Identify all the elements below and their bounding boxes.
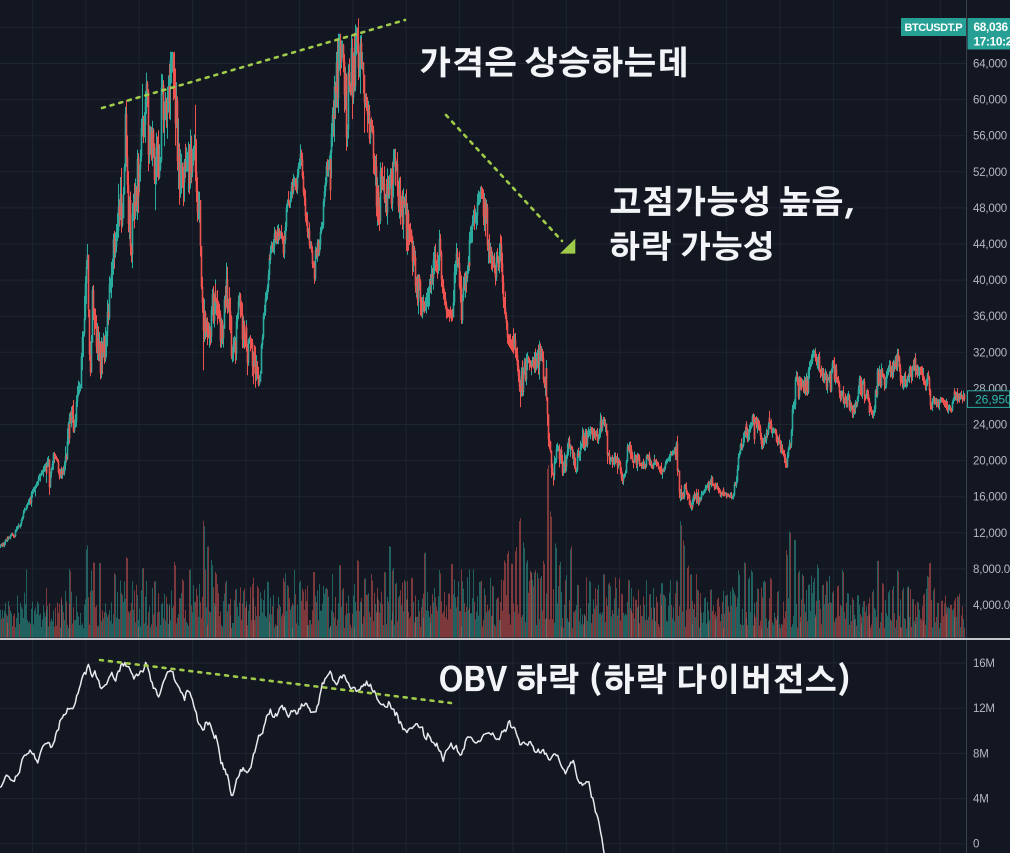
svg-text:68,036: 68,036: [974, 20, 1009, 34]
svg-text:0: 0: [973, 839, 979, 851]
svg-text:26,950: 26,950: [975, 392, 1010, 406]
svg-text:52,000: 52,000: [973, 167, 1007, 179]
svg-text:BTCUSDT.P: BTCUSDT.P: [905, 22, 963, 34]
svg-text:17:10:2: 17:10:2: [974, 35, 1010, 49]
svg-text:12,000: 12,000: [973, 528, 1007, 540]
svg-text:12M: 12M: [973, 703, 995, 715]
svg-text:16,000: 16,000: [973, 492, 1007, 504]
svg-text:4,000.0: 4,000.0: [973, 600, 1010, 612]
svg-text:36,000: 36,000: [973, 311, 1007, 323]
svg-text:16M: 16M: [973, 658, 995, 670]
svg-text:60,000: 60,000: [973, 95, 1007, 107]
svg-text:40,000: 40,000: [973, 275, 1007, 287]
svg-text:8,000.0: 8,000.0: [973, 564, 1010, 576]
svg-text:4M: 4M: [973, 794, 989, 806]
svg-text:8M: 8M: [973, 748, 989, 760]
svg-text:48,000: 48,000: [973, 203, 1007, 215]
svg-text:44,000: 44,000: [973, 239, 1007, 251]
svg-text:32,000: 32,000: [973, 347, 1007, 359]
svg-text:56,000: 56,000: [973, 131, 1007, 143]
svg-text:24,000: 24,000: [973, 420, 1007, 432]
svg-text:64,000: 64,000: [973, 59, 1007, 71]
svg-text:20,000: 20,000: [973, 456, 1007, 468]
